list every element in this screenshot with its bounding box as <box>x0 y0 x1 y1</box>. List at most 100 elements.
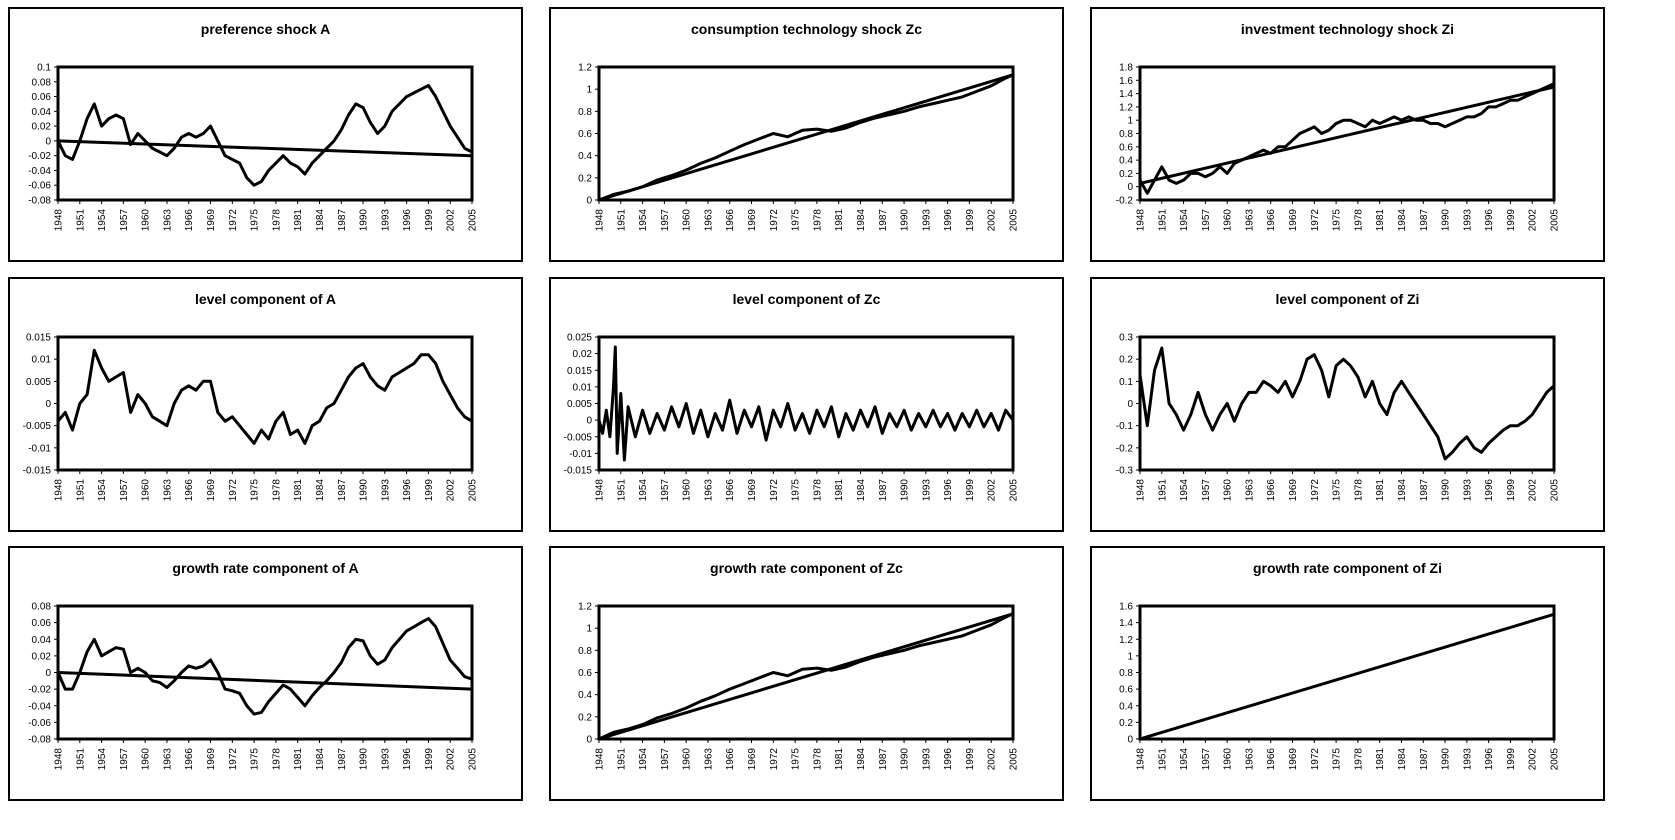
x-tick-label: 1957 <box>660 479 671 502</box>
y-tick-label: 0.02 <box>32 651 52 662</box>
x-tick-label: 2002 <box>446 209 457 232</box>
x-tick-label: 1978 <box>1353 209 1364 232</box>
x-tick-label: 1969 <box>206 748 217 771</box>
x-tick-label: 1990 <box>359 209 370 232</box>
y-tick-label: 0.04 <box>32 107 52 118</box>
x-tick-label: 1978 <box>271 479 282 502</box>
y-tick-label: 0.2 <box>578 712 592 723</box>
y-tick-label: 0.015 <box>26 333 51 344</box>
series-line <box>597 345 1015 462</box>
x-tick-label: 1987 <box>337 748 348 771</box>
y-tick-label: -0.04 <box>28 166 51 177</box>
y-tick-label: 0.06 <box>32 618 52 629</box>
y-tick-label: 0.2 <box>1119 718 1133 729</box>
x-tick-label: 1966 <box>725 209 736 232</box>
y-tick-label: 0 <box>586 416 592 427</box>
x-tick-label: 2005 <box>468 479 479 502</box>
y-tick-label: 0.01 <box>573 382 593 393</box>
trend-line <box>1138 612 1556 741</box>
chart-svg: 0.1 0.08 0.06 0.04 0.02 0 -0.02 -0.04 -0.06 -0.08… <box>28 63 478 232</box>
x-tick-label: 1993 <box>380 209 391 232</box>
y-tick-label: 1.4 <box>1119 618 1133 629</box>
x-tick-label: 1972 <box>228 748 239 771</box>
x-tick-label: 1960 <box>141 479 152 502</box>
y-tick-label: -0.2 <box>1116 443 1134 454</box>
x-tick-label: 2002 <box>987 748 998 771</box>
x-tick-label: 2005 <box>1550 479 1561 502</box>
x-tick-label: 1984 <box>315 748 326 771</box>
y-tick-label: 1.2 <box>1119 635 1133 646</box>
x-tick-label: 1954 <box>638 479 649 502</box>
y-tick-label: 0 <box>1127 399 1133 410</box>
x-tick-label: 1993 <box>921 209 932 232</box>
chart-title: growth rate component of Zi <box>1253 560 1442 576</box>
x-tick-label: 1957 <box>660 209 671 232</box>
x-tick-label: 1960 <box>682 479 693 502</box>
x-tick-label: 1951 <box>1157 748 1168 771</box>
x-tick-label: 1951 <box>616 748 627 771</box>
x-tick-label: 2005 <box>1009 748 1020 771</box>
y-tick-label: 1.2 <box>578 602 592 613</box>
y-tick-label: -0.005 <box>564 432 593 443</box>
chart-title: preference shock A <box>200 21 331 37</box>
y-tick-label: 1.4 <box>1119 89 1133 100</box>
x-tick-label: 1957 <box>119 209 130 232</box>
chart-svg: 0.025 0.02 0.015 0.01 0.005 0 -0.005 -0.01 -0.01… <box>564 333 1020 502</box>
x-tick-label: 1978 <box>1353 479 1364 502</box>
x-tick-label: 1954 <box>97 209 108 232</box>
x-tick-label: 1951 <box>1157 209 1168 232</box>
x-tick-label: 2005 <box>1009 479 1020 502</box>
x-tick-label: 1993 <box>921 479 932 502</box>
x-tick-label: 1948 <box>1136 748 1147 771</box>
y-tick-label: -0.015 <box>564 466 593 477</box>
x-tick-label: 1951 <box>75 748 86 771</box>
x-tick-label: 1987 <box>878 209 889 232</box>
y-tick-label: 0.005 <box>567 399 592 410</box>
x-tick-label: 1975 <box>1332 479 1343 502</box>
y-tick-label: 0.2 <box>578 173 592 184</box>
x-tick-label: 1975 <box>250 209 261 232</box>
x-tick-label: 1987 <box>878 479 889 502</box>
x-tick-label: 1999 <box>965 479 976 502</box>
series-line <box>597 612 1015 741</box>
y-tick-label: -0.02 <box>28 685 51 696</box>
x-tick-label: 1948 <box>54 479 65 502</box>
chart-panel: growth rate component of Zc 1.2 1 0.8 0.6 0.4… <box>549 546 1064 801</box>
y-tick-label: -0.01 <box>569 449 592 460</box>
x-tick-label: 1954 <box>1179 209 1190 232</box>
chart-panel: investment technology shock Zi 1.8 1.6 1.4 1… <box>1090 7 1605 262</box>
y-tick-label: 0.025 <box>567 333 592 344</box>
y-tick-label: 0.005 <box>26 377 51 388</box>
x-tick-label: 1990 <box>1441 748 1452 771</box>
y-tick-label: 0.6 <box>1119 685 1133 696</box>
y-tick-label: -0.005 <box>23 421 52 432</box>
chart-panel: growth rate component of A 0.08 0.06 0.04 0.… <box>8 546 523 801</box>
x-tick-label: 1990 <box>900 748 911 771</box>
x-tick-label: 2002 <box>987 479 998 502</box>
y-tick-label: -0.015 <box>23 466 52 477</box>
y-tick-label: 0.6 <box>1119 142 1133 153</box>
y-tick-label: 0.06 <box>32 92 52 103</box>
chart-panel: level component of Zi 0.3 0.2 0.1 0 -0.1 -0.2 -… <box>1090 277 1605 532</box>
x-tick-label: 1954 <box>1179 748 1190 771</box>
chart-title: level component of Zi <box>1275 291 1420 307</box>
x-tick-label: 1963 <box>703 479 714 502</box>
x-tick-label: 1963 <box>703 209 714 232</box>
x-tick-label: 2002 <box>987 209 998 232</box>
y-tick-label: -0.3 <box>1116 466 1134 477</box>
x-tick-label: 1996 <box>402 479 413 502</box>
x-tick-label: 1972 <box>1310 209 1321 232</box>
x-tick-label: 1978 <box>812 209 823 232</box>
y-tick-label: 1 <box>586 624 592 635</box>
x-tick-label: 1972 <box>769 748 780 771</box>
x-tick-label: 1975 <box>250 748 261 771</box>
x-tick-label: 1969 <box>747 209 758 232</box>
y-tick-label: 1.2 <box>1119 102 1133 113</box>
x-tick-label: 1993 <box>380 748 391 771</box>
x-tick-label: 1954 <box>638 748 649 771</box>
x-tick-label: 1978 <box>271 209 282 232</box>
x-tick-label: 1999 <box>1506 479 1517 502</box>
x-tick-label: 1969 <box>206 479 217 502</box>
